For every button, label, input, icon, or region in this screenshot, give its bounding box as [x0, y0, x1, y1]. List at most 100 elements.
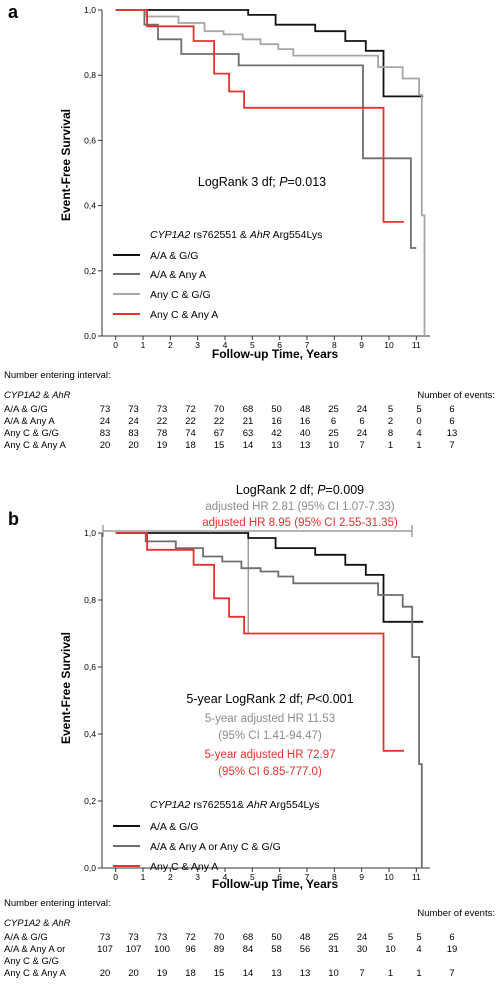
risk-cell: 2: [388, 416, 393, 427]
risk-cell: 7: [359, 440, 364, 451]
risk-cell: 1: [416, 968, 421, 979]
risk-cell: 6: [331, 416, 336, 427]
risk-cell: 20: [128, 440, 139, 451]
x-tick-label: 1: [141, 340, 146, 350]
five-year-hr-gray-line1: 5-year adjusted HR 11.53: [205, 713, 335, 725]
x-tick-label: 11: [412, 872, 421, 882]
risk-table-header: CYP1A2 & AhR: [4, 918, 71, 929]
y-tick-label: 0,4: [84, 201, 96, 211]
risk-cell: 74: [185, 428, 196, 439]
events-cell: 7: [449, 440, 454, 451]
risk-cell: 19: [157, 440, 168, 451]
panel-a-legend: CYP1A2 rs762551 & AhR Arg554Lys A/A & G/…: [113, 229, 322, 321]
risk-cell: 70: [214, 404, 225, 415]
risk-cell: 30: [357, 944, 368, 955]
risk-cell: 89: [214, 944, 225, 955]
panel-a-label: a: [8, 2, 19, 22]
risk-cell: 40: [300, 428, 311, 439]
risk-cell: 24: [357, 932, 368, 943]
x-tick-label: 2: [168, 340, 173, 350]
risk-cell: 1: [388, 968, 393, 979]
risk-row-label: A/A & G/G: [4, 404, 48, 415]
x-tick-label: 0: [113, 872, 118, 882]
risk-cell: 1: [388, 440, 393, 451]
risk-row-label: A/A & G/G: [4, 932, 48, 943]
x-tick-label: 2: [168, 872, 173, 882]
risk-cell: 56: [300, 944, 311, 955]
y-tick-label: 0,0: [84, 863, 96, 873]
risk-cell: 18: [185, 968, 196, 979]
panel-a: a 0,00,20,40,60,81,00 1 2 3 4 5 6 7 8 9 10 11 Event…: [4, 2, 495, 451]
risk-cell: 73: [128, 932, 139, 943]
risk-cell: 20: [100, 440, 111, 451]
risk-cell: 22: [157, 416, 168, 427]
panel-a-plot-area: 0,0 0,2 0,4 0,6 0,8 1,0 0 1 2 3 4 5 6 7 8 9 10 11: [84, 5, 430, 350]
risk-cell: 72: [185, 404, 196, 415]
panel-a-y-axis-label: Event-Free Survival: [59, 109, 73, 221]
x-tick-label: 0: [113, 340, 118, 350]
x-tick-label: 4: [223, 872, 228, 882]
risk-cell: 24: [357, 404, 368, 415]
risk-cell: 68: [243, 932, 254, 943]
risk-cell: 25: [328, 932, 339, 943]
legend-label-anyc-gg: Any C & G/G: [150, 289, 211, 301]
five-year-hr-gray-line2: (95% CI 1.41-94.47): [218, 730, 322, 742]
risk-cell: 73: [100, 404, 111, 415]
survival-curve-a-2: [115, 9, 426, 336]
y-tick-label: 0,0: [84, 331, 96, 341]
risk-row-label: Any C & G/G: [4, 428, 59, 439]
panel-b-logrank-annotation: LogRank 2 df; P=0.009: [236, 483, 364, 497]
risk-cell: 42: [271, 428, 282, 439]
risk-table-title: Number entering interval:: [4, 370, 111, 381]
x-tick-label: 8: [332, 340, 337, 350]
x-tick-label: 4: [223, 340, 228, 350]
risk-cell: 14: [243, 440, 254, 451]
x-tick-label: 5: [250, 872, 255, 882]
x-tick-label: 7: [305, 872, 310, 882]
risk-cell: 24: [357, 428, 368, 439]
risk-cell: 24: [100, 416, 111, 427]
risk-cell: 73: [128, 404, 139, 415]
risk-cell: 107: [126, 944, 142, 955]
panel-b-x-axis-label: Follow-up Time, Years: [212, 877, 339, 891]
panel-b-interval-bracket: [102, 525, 413, 537]
risk-row-label-continued: Any C & G/G: [4, 956, 59, 967]
events-cell: 6: [449, 416, 454, 427]
risk-cell: 24: [128, 416, 139, 427]
risk-cell: 5: [416, 404, 421, 415]
survival-curve-a-3: [115, 9, 404, 223]
risk-cell: 70: [214, 932, 225, 943]
risk-row-label: A/A & Any A: [4, 416, 55, 427]
risk-cell: 73: [157, 932, 168, 943]
survival-curve-b-1: [115, 532, 423, 868]
panel-b-legend-title: CYP1A2 rs762551& AhR Arg554Lys: [150, 799, 320, 811]
y-tick-label: 0,4: [84, 729, 96, 739]
x-tick-label: 7: [305, 340, 310, 350]
risk-row-label: Any C & Any A: [4, 968, 66, 979]
risk-cell: 4: [416, 428, 421, 439]
risk-cell: 19: [157, 968, 168, 979]
risk-cell: 48: [300, 932, 311, 943]
risk-cell: 5: [388, 932, 393, 943]
y-tick-label: 0,6: [84, 135, 96, 145]
risk-cell: 58: [271, 944, 282, 955]
x-tick-label: 11: [412, 340, 421, 350]
panel-a-risk-table: Number entering interval: CYP1A2 & AhR N…: [4, 370, 495, 451]
risk-cell: 96: [185, 944, 196, 955]
risk-cell: 1: [416, 440, 421, 451]
risk-cell: 13: [271, 968, 282, 979]
risk-cell: 20: [128, 968, 139, 979]
panel-b-adjusted-hr-red: adjusted HR 8.95 (95% CI 2.55-31.35): [202, 517, 398, 529]
events-cell: 13: [447, 428, 458, 439]
events-header: Number of events:: [417, 390, 495, 401]
risk-cell: 14: [243, 968, 254, 979]
y-tick-label: 0,6: [84, 662, 96, 672]
risk-cell: 107: [97, 944, 113, 955]
risk-cell: 18: [185, 440, 196, 451]
events-cell: 19: [447, 944, 458, 955]
y-tick-label: 1,0: [84, 528, 96, 538]
risk-cell: 21: [243, 416, 254, 427]
x-tick-label: 8: [332, 872, 337, 882]
risk-cell: 15: [214, 440, 225, 451]
risk-cell: 16: [300, 416, 311, 427]
